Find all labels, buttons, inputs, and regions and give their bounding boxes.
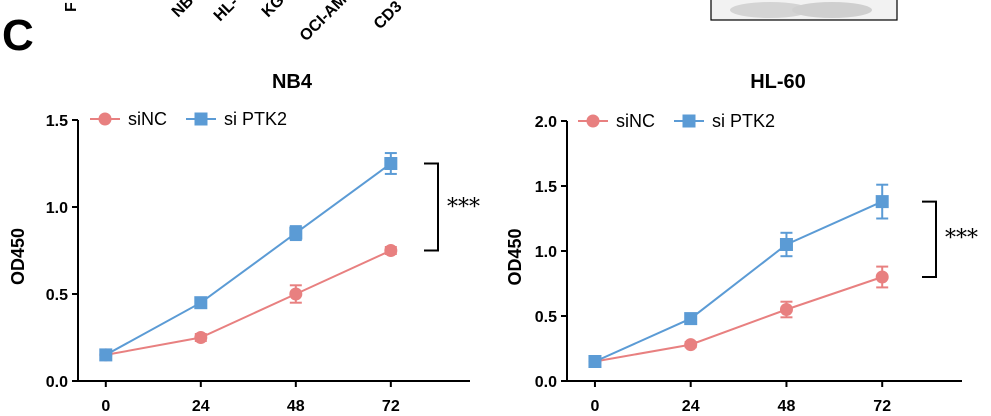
y-axis-title: OD450	[505, 228, 525, 285]
x-tick-label: 24	[682, 398, 700, 415]
x-tick-label: 48	[778, 398, 796, 415]
data-point	[384, 244, 398, 257]
y-tick-label: 1.5	[46, 113, 68, 130]
data-point	[684, 312, 698, 326]
series-line	[105, 249, 392, 356]
panel-letter: C	[2, 11, 34, 60]
top-label-4: OCI-AM	[297, 0, 350, 45]
legend-marker	[682, 114, 696, 128]
y-tick-label: 0.5	[46, 287, 68, 304]
y-tick-label: 1.0	[46, 200, 68, 217]
x-tick-label: 24	[192, 398, 210, 415]
series-line	[594, 200, 883, 363]
legend-label: siNC	[616, 111, 655, 131]
top-cropped-labels: F NB HL- KG OCI-AM CD3	[63, 0, 406, 45]
y-tick-label: 1.5	[535, 179, 557, 196]
chart-title: HL-60	[750, 71, 806, 93]
top-label-3: KG	[259, 0, 288, 21]
y-tick-label: 2.0	[535, 114, 557, 131]
legend-marker	[194, 112, 208, 126]
top-label-1: NB	[169, 0, 197, 21]
data-point	[779, 303, 793, 316]
chart-title: NB4	[272, 71, 313, 93]
x-tick-label: 72	[382, 398, 400, 415]
data-point	[99, 348, 113, 362]
significance-label: ***	[447, 195, 480, 220]
data-point	[588, 355, 602, 368]
series-line	[594, 276, 883, 363]
data-point	[779, 238, 793, 251]
y-tick-label: 0.5	[535, 309, 557, 326]
data-point	[384, 157, 398, 170]
x-tick-label: 0	[101, 398, 110, 415]
significance-bracket	[922, 200, 937, 278]
top-label-0: F	[63, 2, 80, 12]
y-axis-title: OD450	[8, 228, 28, 285]
blot-image-fragment	[710, 0, 898, 21]
data-point	[194, 296, 208, 310]
top-label-5: CD3	[371, 0, 406, 33]
legend-label: siNC	[128, 109, 167, 129]
y-tick-label: 1.0	[535, 244, 557, 261]
x-tick-label: 0	[590, 398, 599, 415]
chart-hl60: HL-60 OD450 0.0 0.5 1.0 1.5 2.0 0 24 48 72 siNC si P…	[505, 71, 978, 415]
data-point	[875, 195, 889, 209]
data-point	[194, 331, 208, 344]
legend-label: si PTK2	[712, 111, 775, 131]
data-point	[289, 226, 303, 240]
y-tick-label: 0.0	[535, 374, 557, 391]
y-tick-label: 0.0	[46, 374, 68, 391]
legend-marker	[586, 114, 600, 128]
data-point	[289, 287, 303, 301]
top-label-2: HL-	[211, 0, 242, 25]
series-line	[105, 162, 392, 356]
legend-label: si PTK2	[224, 109, 287, 129]
x-tick-label: 72	[873, 398, 891, 415]
significance-label: ***	[945, 226, 978, 251]
legend-marker	[98, 112, 112, 126]
chart-nb4: NB4 OD450 0.0 0.5 1.0 1.5 0 24 48 72 siNC si PTK2 **…	[8, 71, 480, 415]
x-tick-label: 48	[287, 398, 305, 415]
data-point	[684, 338, 698, 352]
data-point	[875, 270, 889, 284]
significance-bracket	[424, 162, 439, 252]
